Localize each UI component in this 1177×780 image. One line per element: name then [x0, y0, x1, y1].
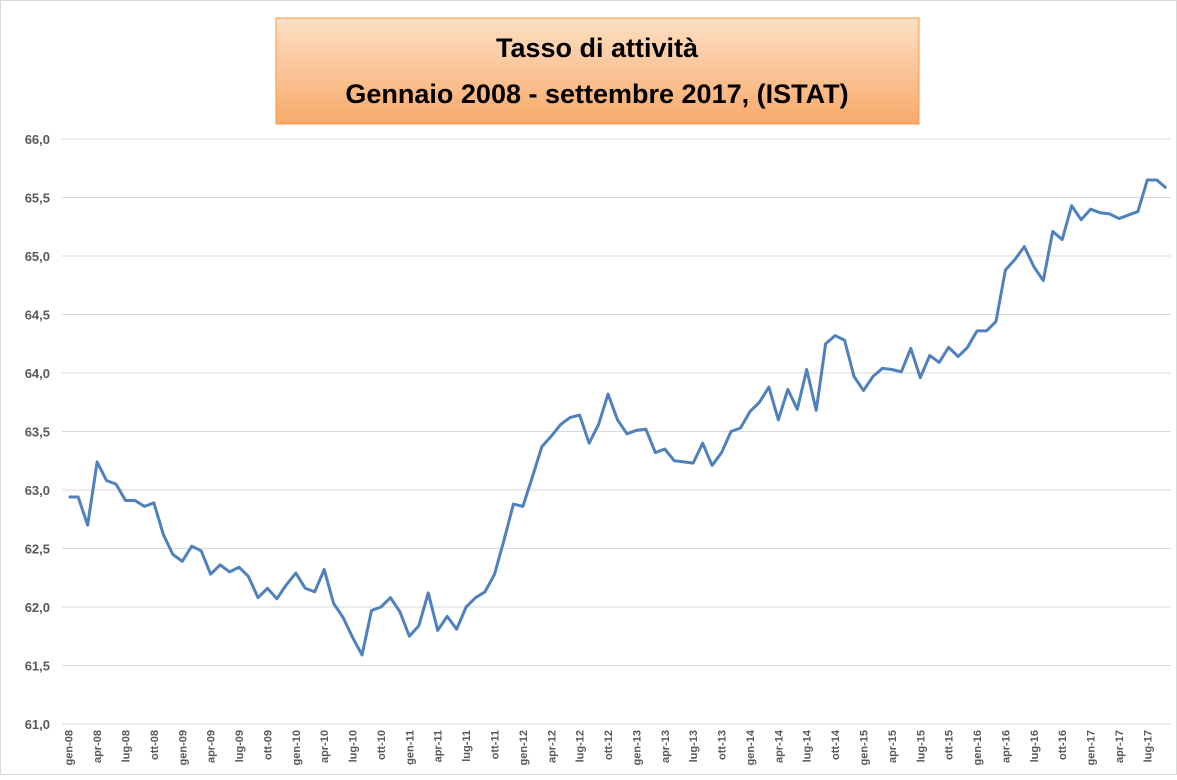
y-tick-label: 63,0: [25, 483, 50, 498]
chart-subtitle: Gennaio 2008 - settembre 2017, (ISTAT): [345, 79, 848, 109]
x-tick-label: lug-12: [575, 730, 587, 762]
plot-area: 61,0 61,5 62,0 62,5 63,0 63,5 64,0 64,5 65,0 65,5…: [25, 132, 1171, 765]
x-tick-label: apr-12: [546, 730, 558, 763]
y-tick-label: 64,0: [25, 366, 50, 381]
x-tick-label: lug-10: [348, 730, 360, 762]
x-tick-label: gen-15: [859, 730, 871, 765]
line-series: [68, 178, 1168, 657]
x-tick-label: lug-11: [461, 730, 473, 762]
x-tick-label: gen-11: [404, 730, 416, 765]
x-tick-label: ott-14: [830, 729, 842, 760]
x-tick-label: gen-14: [745, 729, 757, 765]
x-tick-label: gen-13: [631, 730, 643, 765]
x-tick-label: gen-12: [518, 730, 530, 765]
x-tick-label: apr-17: [1114, 730, 1126, 763]
y-tick-label: 61,0: [25, 717, 50, 732]
x-tick-label: lug-16: [1029, 730, 1041, 762]
x-tick-label: ott-15: [944, 730, 956, 760]
x-tick-label: lug-14: [802, 729, 814, 762]
x-tick-label: apr-08: [92, 730, 104, 763]
x-tick-label: lug-15: [915, 730, 927, 762]
x-tick-label: ott-12: [603, 730, 615, 760]
x-tick-label: gen-10: [291, 730, 303, 765]
x-tick-label: ott-09: [262, 730, 274, 760]
y-tick-label: 63,5: [25, 425, 50, 440]
x-tick-label: ott-11: [490, 730, 502, 759]
x-tick-label: apr-09: [206, 730, 218, 763]
x-tick-label: ott-10: [376, 730, 388, 760]
y-tick-label: 62,5: [25, 542, 50, 557]
x-tick-label: ott-08: [149, 730, 161, 760]
y-tick-label: 64,5: [25, 308, 50, 323]
y-tick-label: 62,0: [25, 600, 50, 615]
x-tick-label: gen-08: [64, 730, 76, 765]
y-tick-label: 66,0: [25, 132, 50, 147]
x-tick-label: apr-13: [660, 730, 672, 763]
x-tick-label: ott-13: [717, 730, 729, 760]
x-tick-label: gen-09: [177, 730, 189, 765]
x-tick-label: apr-16: [1000, 730, 1012, 763]
x-tick-label: apr-15: [887, 730, 899, 763]
x-tick-label: apr-10: [319, 730, 331, 763]
title-box: [275, 17, 920, 125]
y-tick-label: 65,5: [25, 191, 50, 206]
x-tick-label: lug-08: [121, 730, 133, 762]
y-tick-label: 61,5: [25, 659, 50, 674]
x-tick-label: lug-17: [1142, 730, 1154, 762]
x-tick-label: lug-13: [688, 730, 700, 762]
x-tick-label: ott-16: [1057, 730, 1069, 760]
x-tick-label: apr-14: [773, 729, 785, 763]
x-tick-label: gen-16: [972, 730, 984, 765]
x-tick-label: gen-17: [1086, 730, 1098, 765]
y-tick-label: 65,0: [25, 249, 50, 264]
chart-title: Tasso di attività: [496, 33, 699, 63]
x-tick-label: apr-11: [433, 730, 445, 762]
x-tick-label: lug-09: [234, 730, 246, 762]
